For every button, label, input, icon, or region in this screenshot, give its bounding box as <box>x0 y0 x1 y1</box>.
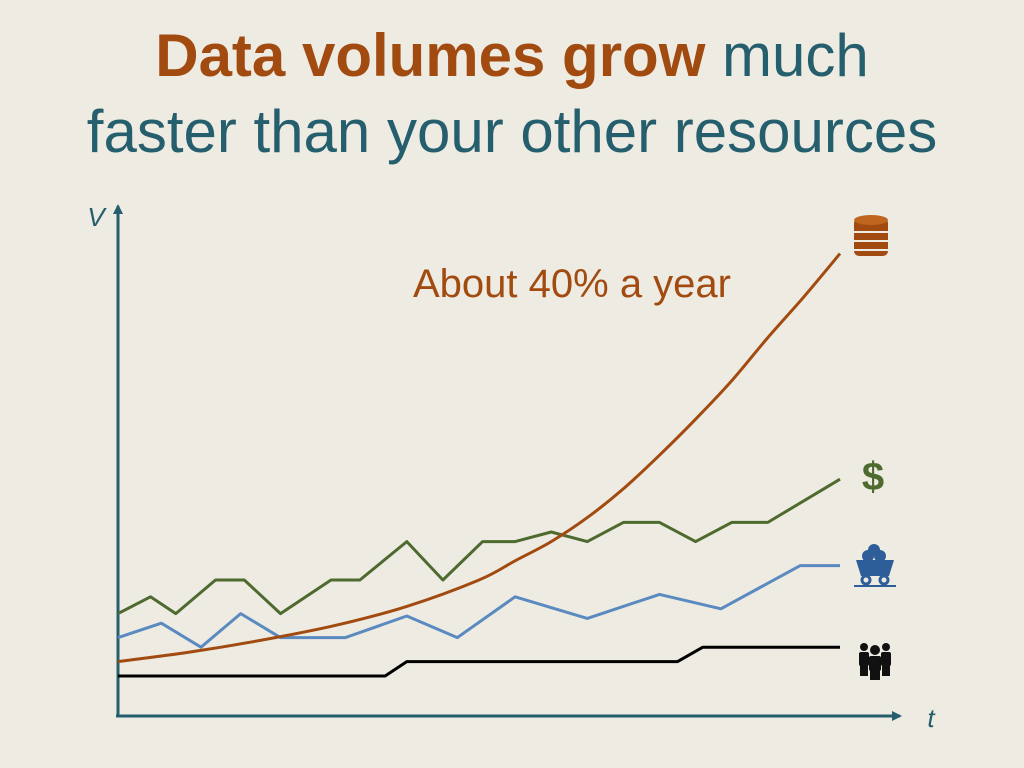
database-series-line <box>117 252 842 664</box>
x-axis-label: t <box>927 703 936 733</box>
dollar-icon: $ <box>862 455 884 499</box>
series-layer <box>117 252 842 678</box>
title-line1-rest: much <box>705 22 869 89</box>
y-axis-label: V <box>87 202 107 232</box>
slide-title: Data volumes grow much faster than your o… <box>0 18 1024 170</box>
dollar-series-line <box>117 477 841 616</box>
title-line2: faster than your other resources <box>86 98 938 165</box>
title-highlight: Data volumes grow <box>155 22 706 89</box>
mine-cart-icon <box>854 544 896 587</box>
mine-cart-series-line <box>117 564 840 649</box>
people-icon <box>859 643 891 680</box>
growth-annotation: About 40% a year <box>413 262 731 306</box>
people-series-line <box>118 645 840 678</box>
database-icon <box>854 215 888 256</box>
